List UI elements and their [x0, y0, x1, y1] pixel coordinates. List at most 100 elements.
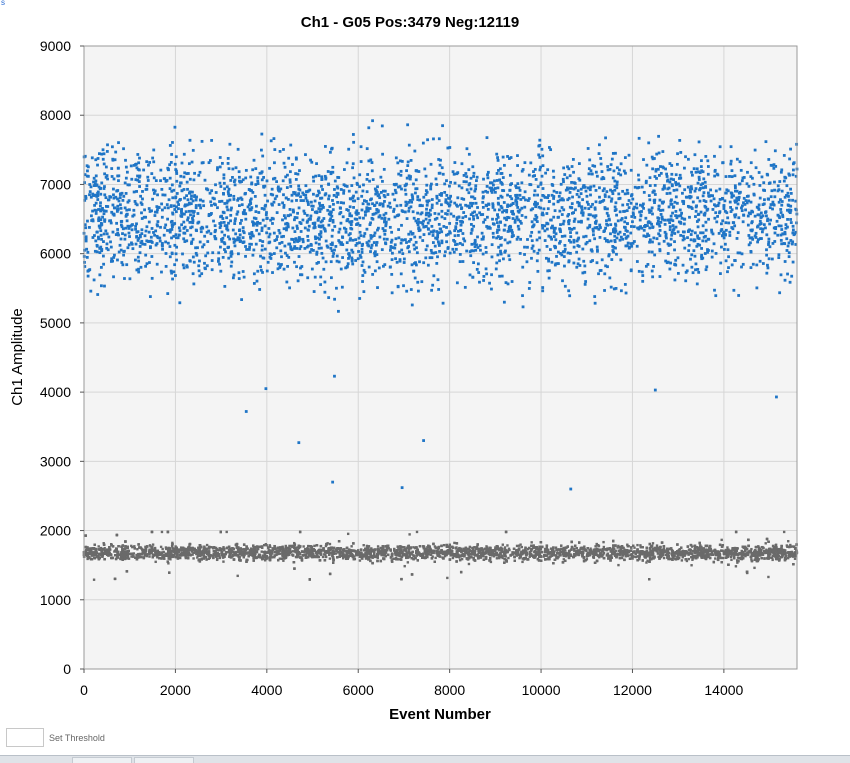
negative-point	[102, 542, 105, 545]
negative-point	[313, 554, 316, 558]
negative-point	[501, 556, 504, 560]
negative-point	[328, 542, 332, 546]
negative-point	[467, 562, 471, 566]
negative-point	[691, 545, 694, 548]
negative-point	[176, 554, 179, 557]
negative-point	[345, 557, 348, 561]
negative-point	[698, 548, 701, 552]
negative-point	[156, 556, 159, 559]
negative-point	[636, 555, 640, 558]
negative-point	[86, 557, 89, 561]
negative-point	[184, 556, 188, 560]
negative-point	[165, 547, 168, 551]
negative-point	[275, 553, 278, 557]
negative-point	[506, 544, 509, 547]
negative-point	[601, 549, 604, 553]
negative-point	[143, 552, 147, 555]
negative-point	[264, 543, 268, 546]
negative-point	[655, 544, 659, 547]
negative-point	[646, 559, 649, 562]
negative-point	[706, 553, 709, 557]
negative-point	[324, 544, 328, 548]
negative-point	[446, 576, 449, 580]
negative-point	[338, 548, 342, 552]
negative-point	[696, 556, 699, 559]
negative-point	[730, 558, 733, 562]
negative-point	[472, 558, 475, 561]
negative-point	[448, 546, 451, 550]
negative-point	[259, 556, 262, 559]
negative-point	[667, 557, 670, 561]
negative-point	[764, 542, 767, 545]
negative-point	[554, 554, 558, 557]
negative-point	[789, 543, 792, 547]
amplitude-scatter-chart: Ch1 - G05 Pos:3479 Neg:12119 01000200030…	[9, 14, 799, 723]
negative-point	[633, 555, 636, 558]
negative-point	[489, 560, 493, 564]
negative-point	[726, 546, 729, 549]
negative-point	[681, 556, 684, 559]
negative-point	[503, 546, 507, 549]
negative-point	[222, 546, 225, 549]
negative-point	[310, 547, 313, 550]
negative-point	[547, 552, 551, 555]
negative-point	[602, 540, 605, 544]
negative-point	[528, 551, 532, 554]
negative-point	[370, 547, 373, 550]
negative-point	[132, 552, 135, 555]
negative-point	[149, 545, 152, 548]
corner-glyph: s	[1, 0, 5, 7]
negative-point	[606, 547, 609, 550]
negative-point	[520, 545, 524, 549]
negative-point	[708, 553, 712, 556]
negative-point	[162, 550, 165, 554]
negative-point	[261, 556, 264, 559]
negative-point	[313, 544, 316, 548]
negative-point	[240, 548, 244, 551]
negative-point	[793, 557, 797, 560]
negative-point	[601, 553, 605, 556]
negative-point	[559, 548, 562, 552]
negative-point	[279, 549, 282, 552]
negative-point	[653, 556, 656, 559]
negative-point	[263, 559, 267, 562]
negative-point	[495, 557, 499, 560]
negative-point	[443, 554, 447, 558]
negative-point	[793, 553, 797, 556]
negative-point	[357, 551, 360, 554]
negative-point	[714, 553, 718, 557]
negative-point	[750, 547, 753, 551]
negative-point	[737, 560, 740, 563]
negative-point	[236, 574, 239, 578]
negative-point	[578, 541, 581, 544]
negative-point	[442, 543, 446, 547]
negative-point	[696, 553, 699, 557]
plot-area[interactable]	[84, 46, 797, 669]
negative-point	[238, 552, 242, 556]
negative-point	[635, 555, 639, 558]
negative-point	[420, 552, 423, 556]
negative-point	[270, 556, 274, 559]
negative-point	[777, 554, 781, 558]
negative-point	[754, 556, 757, 559]
negative-point	[136, 548, 139, 551]
negative-point	[548, 551, 551, 554]
negative-point	[767, 575, 770, 579]
negative-point	[298, 545, 302, 549]
negative-point	[131, 545, 134, 549]
negative-point	[620, 556, 624, 560]
negative-point	[205, 558, 208, 561]
negative-point	[507, 556, 510, 560]
negative-point	[151, 543, 155, 546]
negative-point	[245, 558, 248, 561]
negative-point	[169, 558, 172, 561]
negative-point	[291, 550, 295, 553]
negative-point	[694, 546, 697, 549]
negative-point	[573, 549, 576, 552]
negative-point	[530, 541, 533, 544]
negative-point	[721, 544, 725, 547]
negative-point	[432, 551, 435, 555]
negative-point	[776, 552, 779, 555]
negative-point	[651, 542, 655, 545]
negative-point	[140, 555, 143, 559]
